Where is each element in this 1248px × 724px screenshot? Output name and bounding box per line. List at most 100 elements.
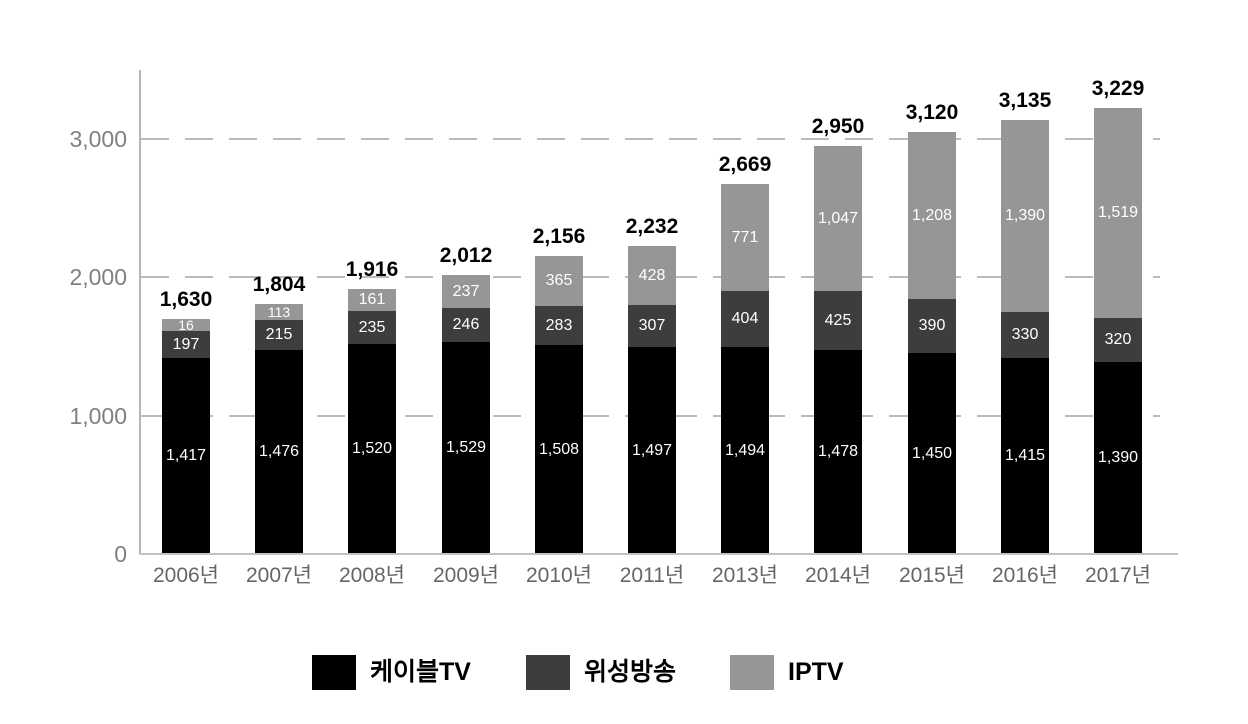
legend-entry-위성방송: 위성방송 [526,655,676,690]
segment-위성방송: 320 [1094,318,1142,362]
segment-IPTV: 1,208 [908,132,956,299]
segment-케이블TV: 1,497 [628,347,676,554]
bar-total-label: 3,229 [1091,77,1145,100]
legend-label: IPTV [788,658,844,686]
segment-value-label: 1,476 [258,443,300,460]
segment-위성방송: 215 [255,320,303,350]
bar-total-label: 2,232 [625,215,679,238]
segment-value-label: 1,390 [1004,207,1046,224]
bar-total-label: 2,669 [718,153,772,176]
segment-value-label: 404 [731,310,759,327]
x-tick-label: 2017년 [1084,564,1152,587]
bar-2014년: 1,478 425 1,047 2,950 [812,115,864,554]
x-tick-label: 2010년 [525,564,593,587]
y-axis-line [139,70,141,554]
segment-value-label: 1,478 [817,443,859,460]
segment-value-label: 283 [545,316,573,334]
x-tick-label: 2013년 [711,564,779,587]
segment-위성방송: 404 [721,291,769,347]
bar-total-label: 1,630 [159,288,213,311]
segment-IPTV: 237 [442,275,490,308]
segment-value-label: 246 [452,316,480,333]
segment-IPTV: 16 [162,318,210,332]
segment-value-label: 390 [918,317,946,334]
segment-케이블TV: 1,450 [908,353,956,554]
x-axis-line [139,553,1178,555]
segment-케이블TV: 1,415 [1001,358,1049,554]
segment-IPTV: 113 [255,304,303,320]
gridline-3000 [141,138,1160,140]
segment-IPTV: 771 [721,184,769,291]
x-tick-label: 2006년 [152,564,220,587]
segment-value-label: 1,508 [538,440,580,458]
segment-value-label: 1,417 [165,447,207,464]
y-tick-label: 2,000 [69,264,127,290]
legend-entry-케이블TV: 케이블TV [312,655,471,690]
segment-value-label: 425 [824,311,852,329]
segment-value-label: 1,497 [631,441,673,459]
segment-위성방송: 307 [628,305,676,347]
segment-value-label: 197 [172,335,200,353]
bar-total-label: 2,012 [439,244,493,267]
segment-value-label: 428 [638,266,666,284]
legend-swatch-icon [730,655,774,690]
segment-위성방송: 235 [348,311,396,344]
legend-swatch-icon [312,655,356,690]
segment-value-label: 307 [638,317,666,334]
segment-value-label: 161 [358,291,386,308]
bar-2016년: 1,415 330 1,390 3,135 [999,89,1051,554]
segment-value-label: 1,415 [1004,447,1046,464]
segment-value-label: 1,450 [911,444,953,462]
segment-value-label: 1,390 [1097,449,1139,466]
bar-2015년: 1,450 390 1,208 3,120 [906,101,958,554]
segment-value-label: 365 [545,272,573,289]
bar-2011년: 1,497 307 428 2,232 [626,215,678,554]
segment-케이블TV: 1,529 [442,342,490,554]
segment-value-label: 235 [358,318,386,336]
segment-IPTV: 1,519 [1094,108,1142,318]
segment-IPTV: 428 [628,246,676,305]
bar-2009년: 1,529 246 237 2,012 [440,244,492,554]
segment-value-label: 1,529 [445,439,487,456]
segment-IPTV: 365 [535,256,583,306]
bar-total-label: 2,950 [811,115,865,138]
segment-케이블TV: 1,508 [535,345,583,554]
x-tick-label: 2009년 [432,564,500,587]
segment-value-label: 330 [1011,326,1039,343]
legend-entry-IPTV: IPTV [730,655,844,690]
x-tick-label: 2011년 [619,564,685,587]
y-tick-label: 0 [114,541,127,567]
segment-value-label: 320 [1104,331,1132,348]
segment-value-label: 1,520 [351,440,393,457]
segment-value-label: 1,519 [1097,204,1139,221]
x-tick-label: 2008년 [338,564,406,587]
x-tick-label: 2015년 [898,564,966,587]
segment-케이블TV: 1,494 [721,347,769,554]
segment-value-label: 1,494 [724,441,766,459]
segment-케이블TV: 1,478 [814,350,862,554]
segment-위성방송: 197 [162,331,210,358]
bar-total-label: 1,916 [345,258,399,281]
x-tick-label: 2007년 [245,564,313,587]
legend-label: 위성방송 [584,658,677,686]
bar-total-label: 3,120 [905,101,959,124]
segment-value-label: 237 [452,282,480,300]
segment-IPTV: 161 [348,289,396,311]
bar-total-label: 1,804 [252,273,306,296]
bar-total-label: 3,135 [998,89,1052,112]
segment-케이블TV: 1,417 [162,358,210,554]
segment-위성방송: 330 [1001,312,1049,358]
segment-위성방송: 390 [908,299,956,353]
y-tick-label: 1,000 [69,403,127,429]
segment-IPTV: 1,047 [814,146,862,291]
x-tick-label: 2016년 [991,564,1059,587]
bar-2013년: 1,494 404 771 2,669 [719,153,771,554]
segment-value-label: 1,208 [911,206,953,224]
legend-swatch-icon [526,655,570,690]
segment-value-label: 1,047 [817,209,859,227]
y-tick-label: 3,000 [69,126,127,152]
segment-위성방송: 246 [442,308,490,342]
segment-위성방송: 283 [535,306,583,345]
segment-IPTV: 1,390 [1001,120,1049,312]
